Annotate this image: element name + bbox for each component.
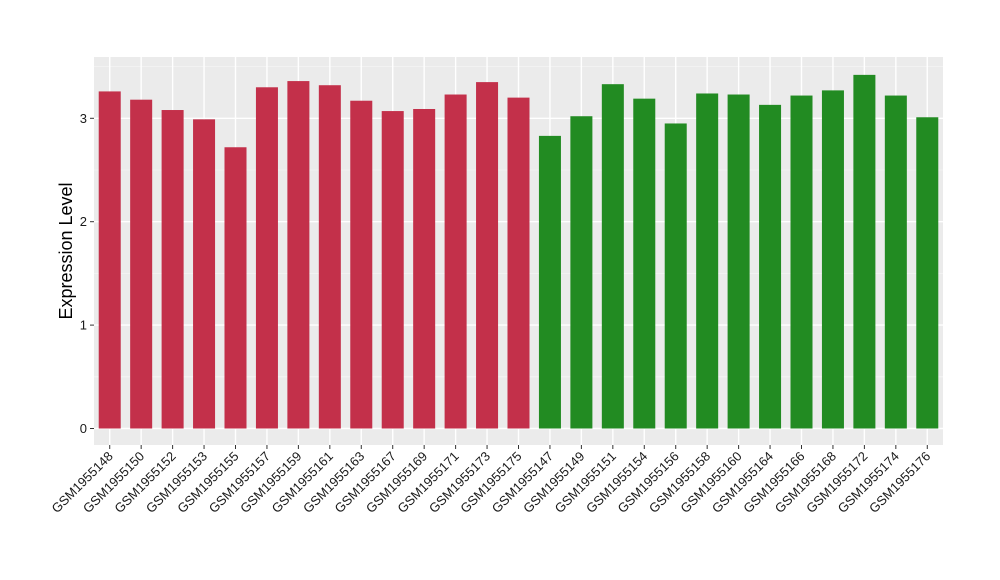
bar	[633, 98, 656, 429]
bar	[853, 74, 876, 429]
bar	[790, 95, 813, 429]
bar	[476, 82, 499, 429]
x-axis-ticks: GSM1955148GSM1955150GSM1955152GSM1955153…	[49, 445, 933, 516]
y-tick-label: 3	[80, 111, 87, 126]
bars	[98, 74, 939, 429]
bar	[444, 94, 467, 429]
bar	[161, 110, 184, 429]
bar	[696, 93, 719, 429]
bar	[884, 95, 907, 429]
bar	[287, 81, 310, 429]
y-axis-ticks: 0 1 2 3	[80, 111, 94, 436]
bar	[318, 85, 341, 429]
bar	[255, 87, 278, 429]
bar	[130, 99, 153, 429]
bar	[413, 108, 436, 429]
y-axis-title: Expression Level	[56, 182, 76, 319]
bar	[507, 97, 530, 429]
bar	[224, 147, 247, 429]
bar	[916, 117, 939, 429]
y-tick-label: 0	[80, 421, 87, 436]
bar	[821, 90, 844, 429]
bar	[98, 91, 121, 429]
bar	[570, 116, 593, 429]
bar	[538, 135, 561, 429]
y-tick-label: 2	[80, 214, 87, 229]
bar	[727, 94, 750, 429]
bar	[664, 123, 687, 429]
bar	[350, 100, 373, 429]
y-tick-label: 1	[80, 318, 87, 333]
bar	[601, 84, 624, 429]
bar	[381, 111, 404, 429]
bar	[759, 104, 782, 429]
bar	[193, 119, 216, 429]
